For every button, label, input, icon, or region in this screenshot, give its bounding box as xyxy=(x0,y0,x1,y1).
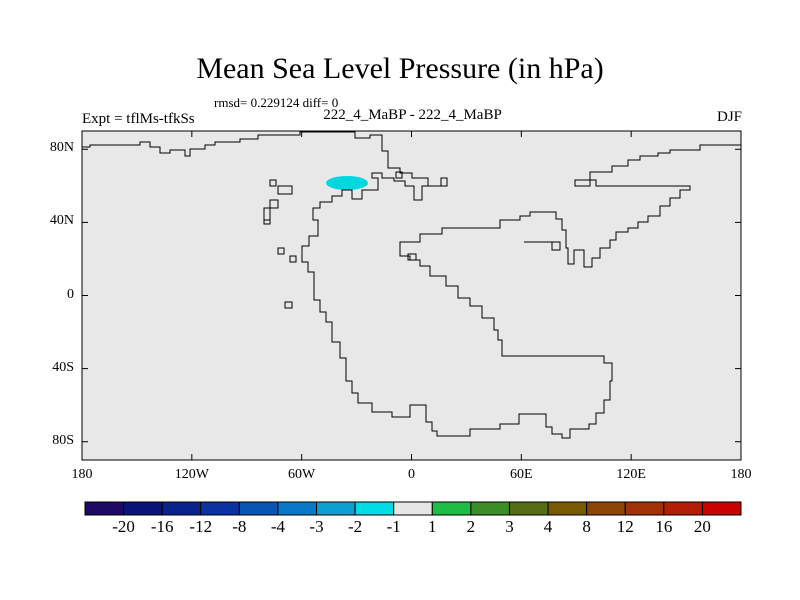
colorbar-label: -8 xyxy=(232,517,247,536)
lat-tick-label: 80N xyxy=(49,140,74,156)
colorbar-label: 3 xyxy=(505,517,514,536)
colorbar-box xyxy=(393,501,433,516)
lat-tick-label: 40N xyxy=(49,213,74,229)
colorbar-label: -12 xyxy=(189,517,213,536)
colorbar xyxy=(84,501,742,516)
comparison-label: 222_4_MaBP - 222_4_MaBP xyxy=(323,107,502,123)
colorbar-label: -4 xyxy=(270,517,286,536)
lon-tick-label: 0 xyxy=(408,467,415,482)
colorbar-box xyxy=(161,501,202,516)
lon-tick-label: 60W xyxy=(288,467,316,482)
colorbar-box xyxy=(123,501,163,516)
rmsd-label: rmsd= 0.229124 diff= 0 xyxy=(214,95,339,110)
map-frame xyxy=(81,130,742,461)
colorbar-box xyxy=(547,501,588,516)
lon-tick-label: 120E xyxy=(616,467,646,482)
lat-tick-label: 40S xyxy=(52,359,74,375)
colorbar-label: 20 xyxy=(693,517,711,536)
colorbar-box xyxy=(316,501,356,516)
colorbar-label: 2 xyxy=(466,517,476,536)
colorbar-box xyxy=(431,501,472,516)
lon-tick-label: 180 xyxy=(730,467,752,482)
colorbar-label: 4 xyxy=(543,517,553,536)
colorbar-box xyxy=(508,501,549,516)
colorbar-label: 16 xyxy=(655,517,673,536)
lon-tick-label: 180 xyxy=(71,467,93,482)
lon-tick-label: 120W xyxy=(174,467,209,482)
colorbar-label: 12 xyxy=(616,517,634,536)
colorbar-label: 8 xyxy=(582,517,591,536)
coastline-northern-land xyxy=(82,131,741,439)
tick-marks xyxy=(81,131,742,460)
lat-tick-label: 80S xyxy=(52,432,74,448)
chart-title: Mean Sea Level Pressure (in hPa) xyxy=(196,52,604,85)
anomaly-patch xyxy=(326,176,368,190)
colorbar-box xyxy=(701,501,742,516)
season-label: DJF xyxy=(716,109,742,125)
colorbar-label: -20 xyxy=(112,517,135,536)
experiment-label: Expt = tflMs-tfkSs xyxy=(82,111,195,127)
colorbar-box xyxy=(238,501,279,516)
coastline-islands xyxy=(263,171,417,309)
lon-tick-label: 60E xyxy=(510,467,533,482)
colorbar-box xyxy=(624,501,665,516)
lat-tick-label: 0 xyxy=(67,286,74,302)
coastline-inland-lake xyxy=(524,241,561,251)
coastlines xyxy=(82,131,741,439)
colorbar-box xyxy=(354,501,395,516)
colorbar-box xyxy=(586,501,626,516)
colorbar-label: -16 xyxy=(150,517,174,536)
colorbar-label: -3 xyxy=(309,517,324,536)
colorbar-box xyxy=(663,501,703,516)
colorbar-label: -1 xyxy=(386,517,401,536)
colorbar-label: -2 xyxy=(348,517,363,536)
colorbar-box xyxy=(277,501,318,516)
colorbar-box xyxy=(200,501,240,516)
colorbar-box xyxy=(470,501,510,516)
colorbar-label: 1 xyxy=(428,517,437,536)
colorbar-box xyxy=(84,501,125,516)
